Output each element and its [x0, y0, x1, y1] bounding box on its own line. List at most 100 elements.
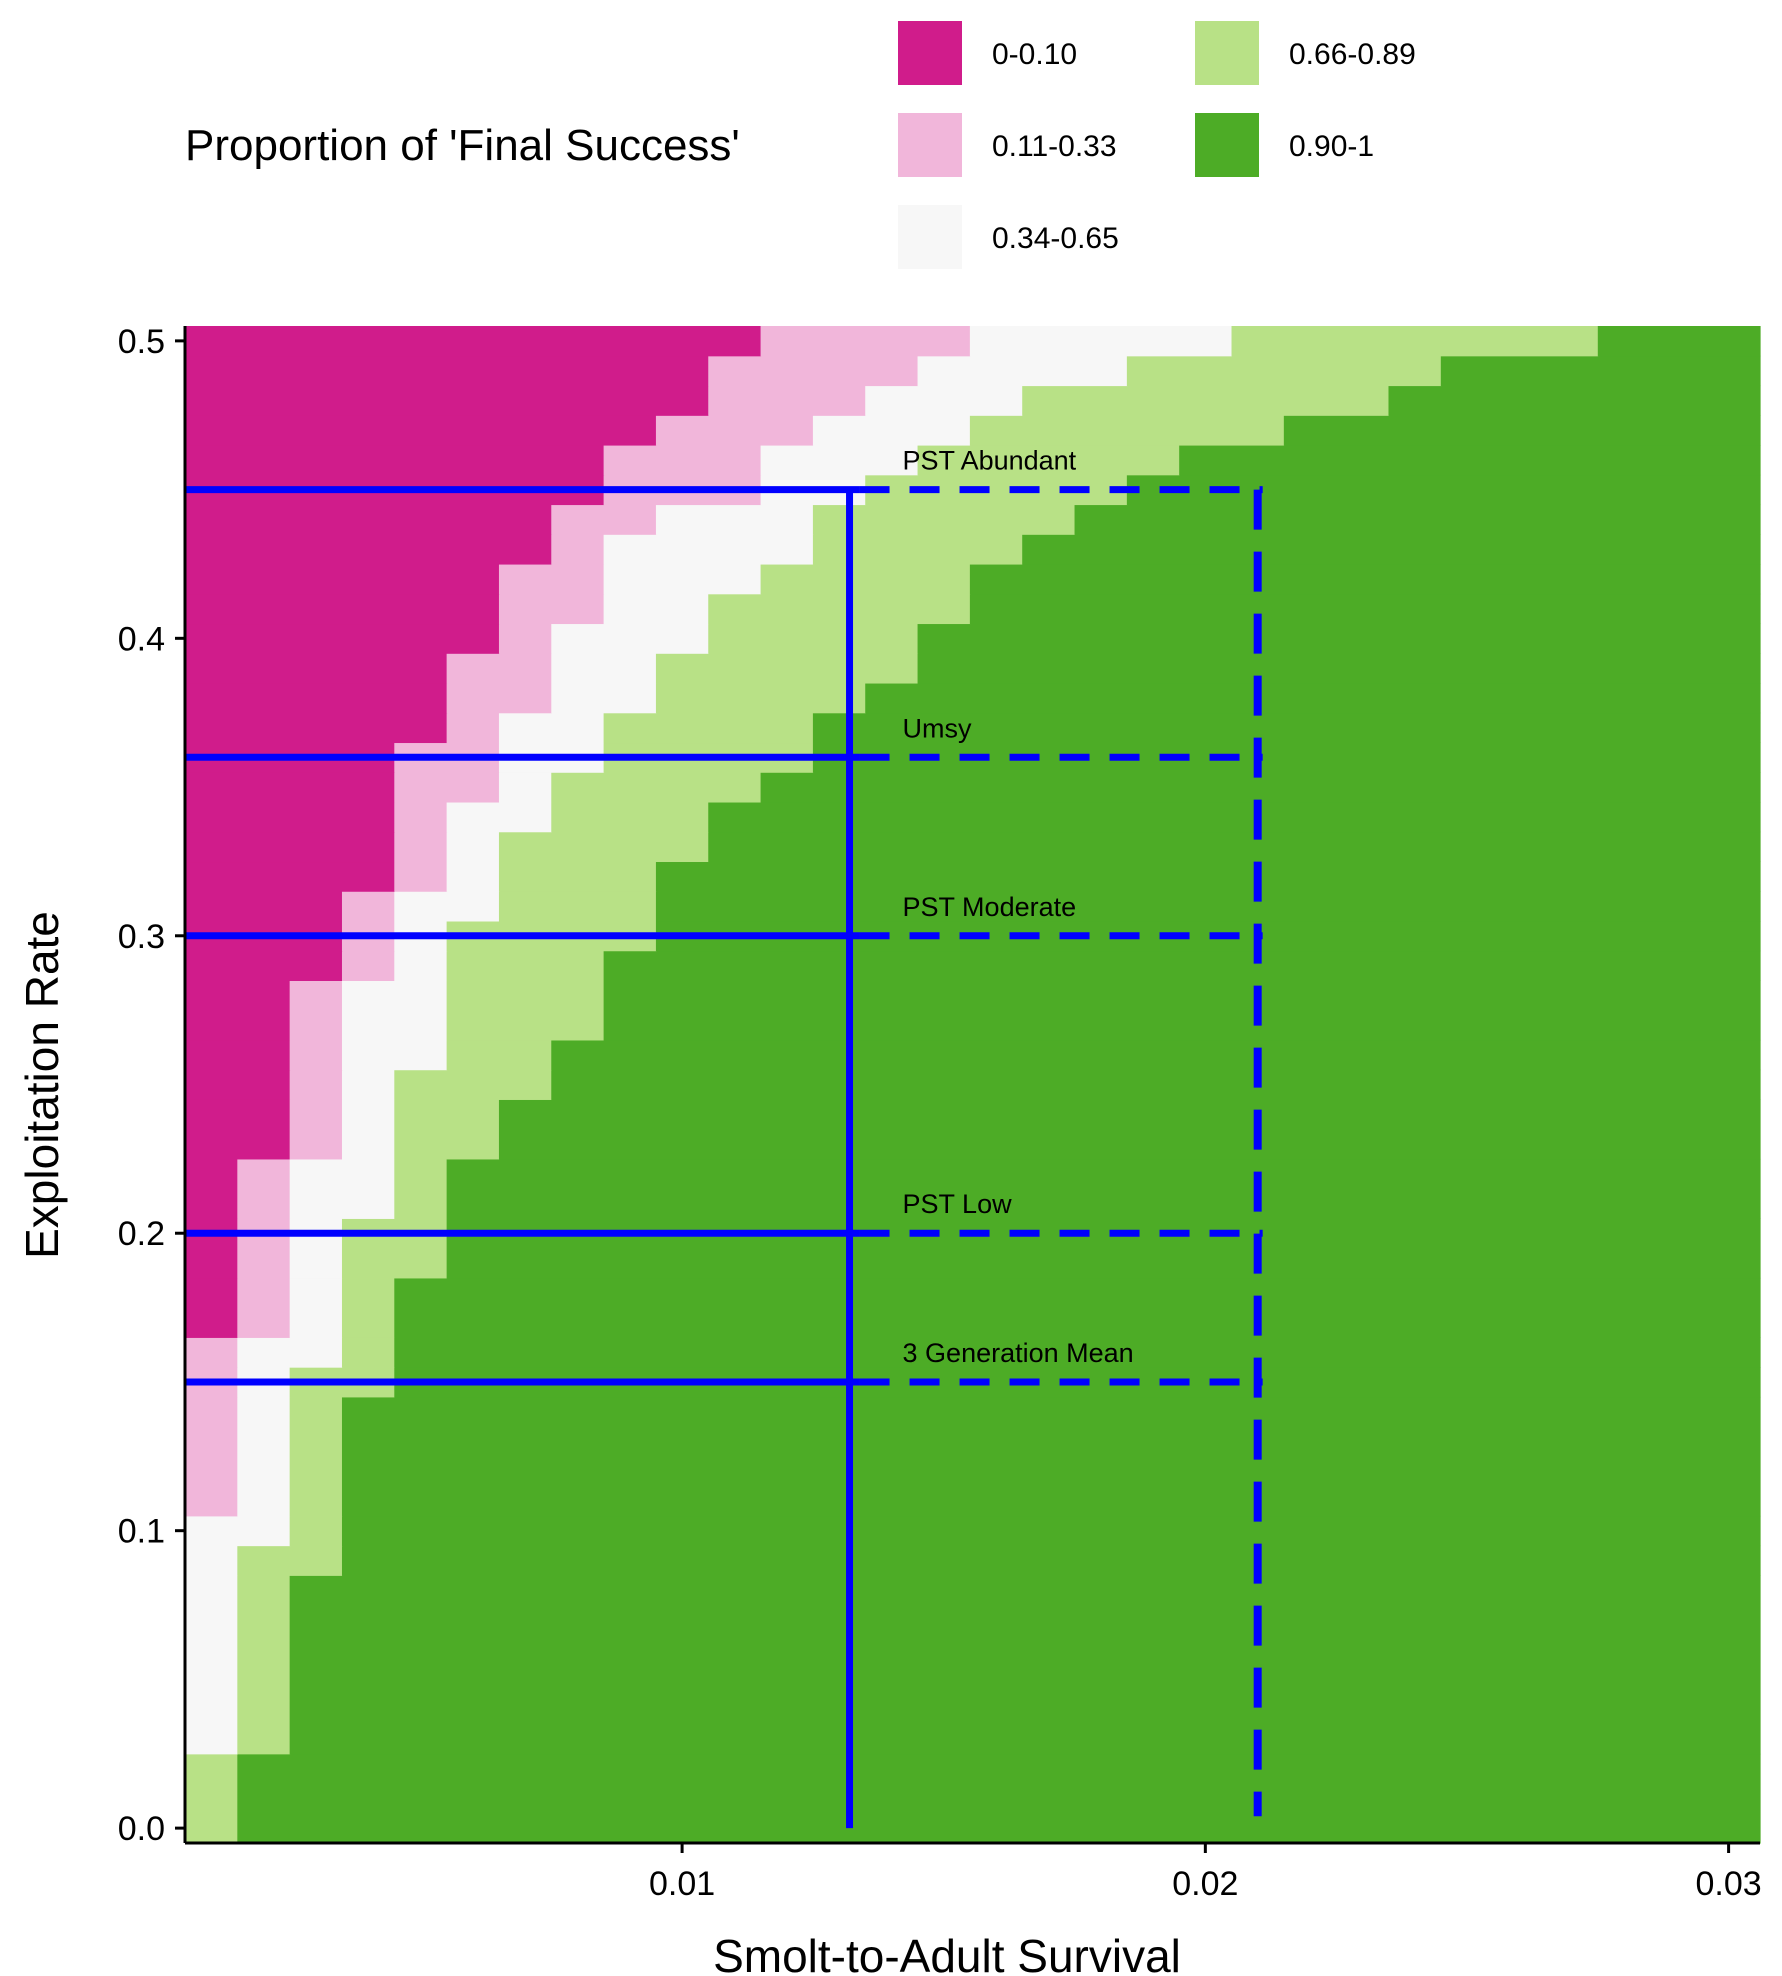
heatmap-cell	[917, 444, 1180, 476]
legend-item-label: 0.90-1	[1289, 130, 1374, 163]
heatmap-cell	[1022, 385, 1390, 416]
heatmap-cell	[289, 1218, 343, 1279]
heatmap-cell	[969, 593, 1761, 625]
heatmap-cell	[969, 326, 1233, 357]
heatmap-cell	[1126, 355, 1442, 387]
heatmap-cell	[289, 1158, 395, 1219]
heatmap-cell	[185, 1545, 238, 1576]
heatmap-cell	[185, 831, 395, 863]
heatmap-cell	[185, 950, 343, 981]
heatmap-cell	[394, 950, 448, 981]
heatmap-cell	[812, 534, 1023, 565]
heatmap-cell	[185, 772, 395, 803]
heatmap-cell	[498, 891, 657, 922]
heatmap-cell	[289, 1396, 343, 1517]
heatmap-cell	[1597, 326, 1761, 357]
heatmap-cell	[341, 1069, 395, 1100]
heatmap-cell	[185, 563, 500, 595]
heatmap-cell	[446, 653, 552, 684]
heatmap-cell	[341, 1099, 395, 1160]
heatmap-cell	[185, 534, 552, 565]
heatmap-cell	[394, 1337, 1761, 1368]
heatmap-cell	[185, 504, 552, 535]
heatmap-cell	[446, 682, 552, 714]
x-ticks: 0.01 0.02 0.03	[649, 1843, 1762, 1903]
legend-swatch	[898, 21, 962, 85]
heatmap-cell	[185, 1277, 238, 1338]
heatmap-cell	[1388, 385, 1761, 416]
legend-item-label: 0.34-0.65	[992, 222, 1119, 255]
heatmap-cell	[917, 653, 1761, 684]
heatmap-cell	[185, 1753, 238, 1844]
heatmap-cell	[446, 950, 605, 981]
x-axis-label: Smolt-to-Adult Survival	[713, 1930, 1181, 1976]
heatmap-cell	[1231, 326, 1599, 357]
heatmap-cell	[237, 1218, 291, 1279]
heatmap-cell	[185, 712, 448, 744]
heatmap-cell	[341, 1545, 1761, 1576]
heatmap-cell	[498, 712, 605, 744]
heatmap-cell	[969, 415, 1285, 446]
heatmap-cell	[446, 712, 500, 744]
heatmap-cell	[917, 355, 1128, 387]
heatmap-cell	[289, 1099, 343, 1160]
heatmap-cell	[812, 712, 1761, 744]
heatmap-cell	[498, 563, 605, 595]
heatmap-cell	[655, 891, 1761, 922]
heatmap-cell	[1074, 504, 1761, 535]
heatmap-cell	[185, 1396, 238, 1517]
x-tick-label: 0.03	[1696, 1865, 1762, 1903]
heatmap-cell	[237, 1337, 343, 1368]
heatmap-cell	[185, 623, 500, 654]
heatmap-cell	[289, 1069, 343, 1100]
heatmap-cell	[394, 891, 500, 922]
heatmap-cell	[185, 891, 343, 922]
y-axis-label: Exploitation Rate	[16, 911, 68, 1259]
heatmap-cell	[1440, 355, 1761, 387]
heatmap-cell	[185, 385, 709, 416]
heatmap-cell	[394, 1277, 1761, 1338]
heatmap-cell	[185, 861, 395, 892]
heatmap-cell	[655, 682, 866, 714]
heatmap-cell	[551, 801, 709, 833]
heatmap-cell	[185, 593, 500, 625]
heatmap-cell	[394, 1099, 500, 1160]
heatmap-cell	[865, 682, 1761, 714]
heatmap-cell	[446, 801, 552, 833]
heatmap-cell	[185, 415, 657, 446]
legend-item-label: 0.11-0.33	[992, 130, 1117, 163]
heatmap-cell	[237, 1753, 1761, 1844]
heatmap-cell	[341, 1277, 395, 1338]
heatmap-cell	[760, 563, 971, 595]
heatmap-cell	[603, 712, 814, 744]
heatmap-cell	[185, 1337, 238, 1368]
y-tick-label: 0.0	[118, 1810, 165, 1848]
legend-swatch	[1195, 113, 1259, 177]
heatmap-cell	[603, 593, 709, 625]
heatmap-cell	[551, 1069, 1761, 1100]
y-tick-label: 0.5	[118, 323, 165, 361]
heatmap-cell	[655, 861, 1761, 892]
heatmap-cell	[551, 1039, 1761, 1071]
heatmap-cell	[237, 1277, 291, 1338]
heatmap-cell	[185, 682, 448, 714]
heatmap-cell	[865, 385, 1023, 416]
heatmap-cell	[1283, 415, 1761, 446]
heatmap-cell	[341, 1039, 448, 1071]
heatmap-cell	[603, 444, 762, 476]
heatmap-cell	[760, 444, 919, 476]
heatmap-cell	[237, 1545, 343, 1576]
heatmap-cell	[289, 1575, 1761, 1755]
heatmap-cell	[446, 980, 605, 1041]
heatmap-cell	[708, 385, 866, 416]
heatmap-cell	[394, 772, 500, 803]
heatmap-cell	[655, 415, 814, 446]
heatmap-cell	[969, 563, 1761, 595]
heatmap-cell	[655, 653, 919, 684]
heatmap-cell	[603, 950, 1761, 981]
heatmap-cell	[812, 742, 1761, 773]
legend-swatch	[1195, 21, 1259, 85]
heatmap-cell	[446, 1158, 1761, 1219]
y-tick-label: 0.3	[118, 918, 165, 956]
